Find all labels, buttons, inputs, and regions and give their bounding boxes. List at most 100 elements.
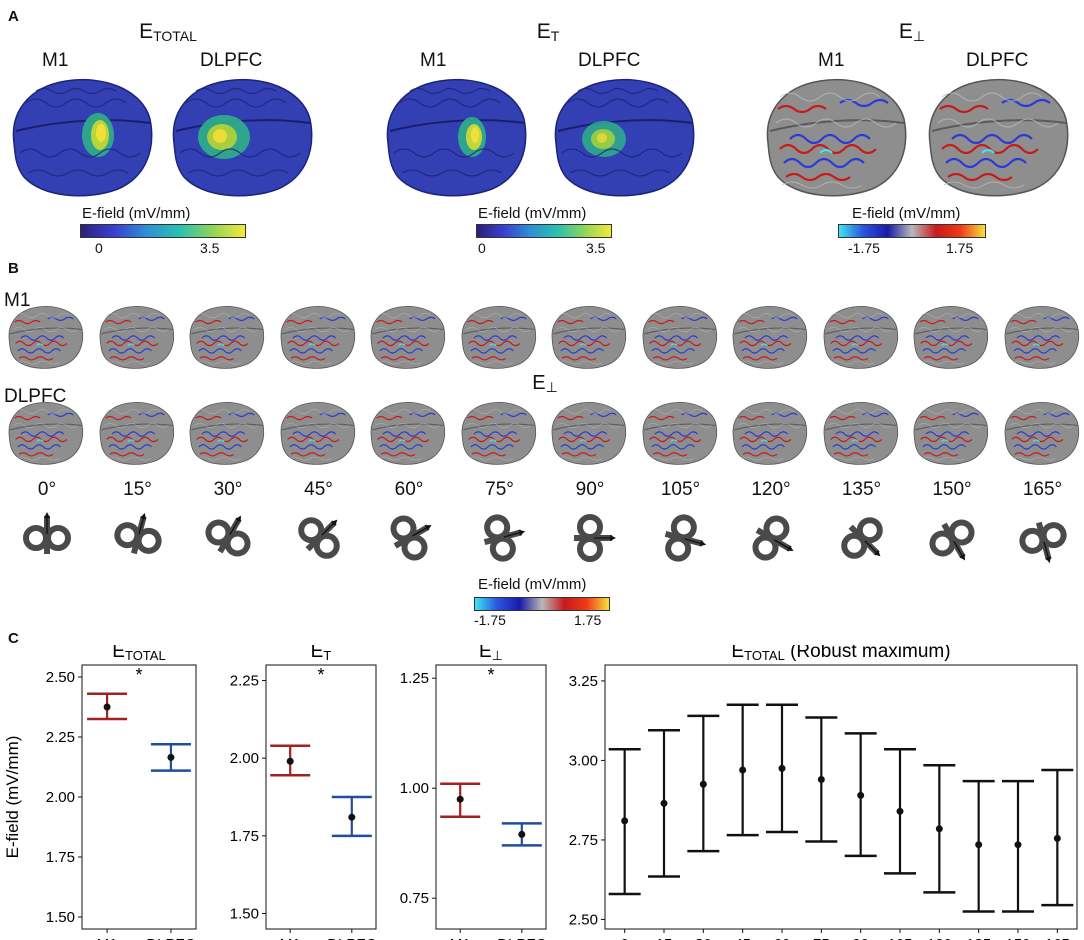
panel-label-c: C [8, 630, 19, 647]
mean-point [167, 753, 175, 761]
angle-label: 135° [841, 479, 882, 500]
colorbar-viridis [476, 224, 612, 238]
y-tick-label: 1.00 [400, 780, 429, 797]
angle-label: 15° [123, 479, 152, 500]
colorbar-diverging [838, 224, 986, 238]
brain-m1-et [386, 78, 527, 197]
x-tick-label: M1 [280, 936, 301, 940]
y-tick-label: 2.00 [230, 750, 259, 767]
plot-frame [265, 664, 377, 930]
angle-label: 165° [1022, 479, 1063, 500]
panel-label-a: A [8, 8, 19, 25]
angle-label: 0° [37, 479, 57, 500]
panel-c-charts: ETOTAL 1.50 1.75 2.00 2.25 2.50 M1 DLPFC * E-fiel… [3, 645, 1078, 940]
colorbar-min: -1.75 [848, 240, 880, 256]
chart-title: E⊥ [479, 645, 503, 663]
mean-point [778, 764, 786, 772]
x-tick-label: DLPFC [146, 936, 195, 940]
label-dlpfc: DLPFC [578, 50, 641, 71]
coil-icon [379, 508, 439, 568]
x-tick-label: 120 [927, 936, 952, 940]
chart-title: ETOTAL (Robust maximum) [731, 645, 950, 663]
brain-dlpfc-angle-150 [913, 401, 989, 465]
angle-label: 105° [660, 479, 701, 500]
coil-icon [108, 508, 168, 568]
significance-star: * [487, 665, 494, 685]
panel-b-center-label: E⊥ [532, 372, 558, 395]
y-tick-label: 2.25 [230, 673, 259, 690]
brain-m1-angle-15 [98, 305, 174, 369]
brain-m1-angle-165 [1003, 305, 1079, 369]
coil-icon [1013, 508, 1073, 568]
colorbar-max: 3.5 [200, 240, 220, 256]
brain-dlpfc-angle-60 [370, 401, 446, 465]
mean-point [348, 813, 356, 821]
mean-point [699, 780, 707, 788]
mean-point [456, 795, 464, 803]
y-tick-label: 1.25 [400, 670, 429, 687]
significance-star: * [135, 665, 142, 685]
brain-m1-angle-120 [732, 305, 808, 369]
y-tick-label: 2.50 [569, 911, 598, 928]
brain-dlpfc-angle-75 [460, 401, 536, 465]
brain-dlpfc-angle-105 [641, 401, 717, 465]
mean-point [896, 807, 904, 815]
label-dlpfc: DLPFC [966, 50, 1029, 71]
brain-dlpfc-angle-0 [8, 401, 84, 465]
angle-label: 30° [213, 479, 243, 500]
chart-title: ETOTAL [112, 645, 165, 663]
brain-m1-angle-45 [279, 305, 355, 369]
y-tick-label: 3.00 [569, 752, 598, 769]
mean-point [1014, 841, 1022, 849]
x-tick-label: DLPFC [327, 936, 376, 940]
colorbar-title: E-field (mV/mm) [478, 205, 587, 222]
mean-point [739, 766, 747, 774]
label-m1: M1 [420, 50, 447, 71]
coil-icon [470, 508, 530, 568]
brain-m1-angle-150 [913, 305, 989, 369]
x-tick-label: 90 [852, 936, 869, 940]
y-tick-label: 1.50 [230, 905, 259, 922]
row-label-m1: M1 [4, 290, 31, 311]
plot-frame [604, 664, 1078, 930]
colorbar-title: E-field (mV/mm) [852, 205, 961, 222]
coil-icon [289, 508, 349, 568]
panel-label-b: B [8, 260, 19, 277]
brain-dlpfc-angle-120 [732, 401, 808, 465]
y-tick-label: 2.75 [569, 832, 598, 849]
plot-frame [81, 664, 197, 930]
y-axis-label: E-field (mV/mm) [3, 736, 22, 859]
mean-point [660, 799, 668, 807]
panel-a-title-etotal: ETOTAL [139, 20, 197, 44]
mean-point [286, 757, 294, 765]
colorbar-max: 1.75 [946, 240, 974, 256]
brain-m1-eperp [766, 78, 907, 197]
panel-b-colorbar-title: E-field (mV/mm) [478, 576, 587, 593]
coil-icon [198, 508, 258, 568]
panel-b-colorbar-max: 1.75 [574, 612, 602, 628]
x-tick-label: 150 [1005, 936, 1030, 940]
panel-b-colorbar [474, 597, 610, 611]
panel-b-colorbar-min: -1.75 [474, 612, 506, 628]
coil-icon [560, 508, 620, 568]
brain-m1-angle-105 [641, 305, 717, 369]
brain-dlpfc-eperp [928, 78, 1069, 197]
mean-point [975, 841, 983, 849]
panel-a-title-eperp: E⊥ [898, 20, 926, 44]
panel-a-title-et: ET [536, 20, 560, 44]
brain-dlpfc-et [554, 78, 695, 197]
brain-m1-etotal [12, 78, 153, 197]
x-tick-label: M1 [450, 936, 471, 940]
angle-label: 150° [932, 479, 972, 500]
label-m1: M1 [42, 50, 69, 71]
mean-point [103, 703, 111, 711]
significance-star: * [317, 665, 324, 685]
x-tick-label: 165 [1045, 936, 1070, 940]
x-tick-label: 15 [656, 936, 673, 940]
x-tick-label: 30 [695, 936, 712, 940]
x-tick-label: 135 [966, 936, 991, 940]
x-tick-label: M1 [97, 936, 118, 940]
mean-point [817, 776, 825, 784]
x-tick-label: 0 [620, 936, 628, 940]
x-tick-label: 105 [887, 936, 912, 940]
